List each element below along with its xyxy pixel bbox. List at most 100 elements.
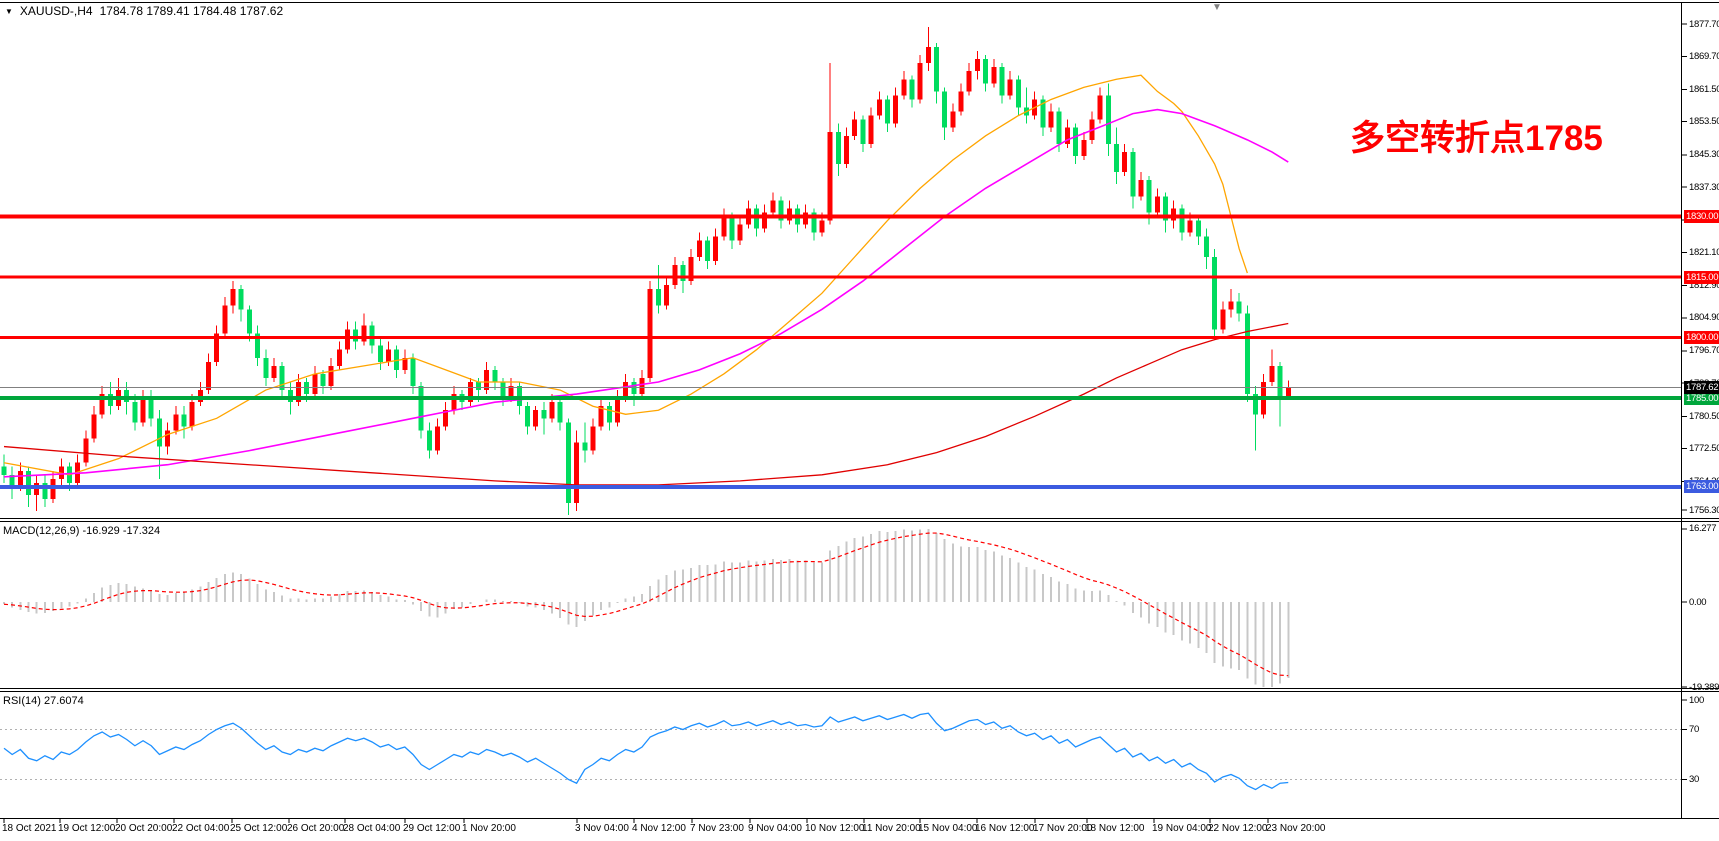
time-axis-label: 9 Nov 04:00 [748,823,802,834]
candle-body [590,426,596,451]
candle-body [909,79,915,100]
candle-body [1146,180,1152,213]
candle-body [394,349,400,370]
candle-body [173,414,179,431]
bid-price-badge: 1787.62 [1684,381,1719,395]
candle-body [34,482,40,496]
candle-body [835,131,841,165]
candle-body [410,357,416,387]
time-axis-label: 22 Nov 12:00 [1208,823,1268,834]
time-axis-label: 7 Nov 23:00 [690,823,744,834]
candle-body [508,386,514,399]
candle-body [811,212,817,233]
candle-body [549,402,555,419]
candle-body [664,285,670,306]
candle-body [1,466,7,475]
candle-body [320,373,326,387]
chart-shift-marker-icon[interactable]: ▼ [1212,2,1222,13]
candle-body [991,67,997,84]
candle-body [1195,220,1201,237]
macd-signal-line [3,532,1289,677]
candle-body [827,131,833,221]
time-axis-label: 20 Oct 20:00 [115,823,173,834]
price-tick-label: 1837.30 [1689,181,1719,193]
macd-indicator-label: MACD(12,26,9) -16.929 -17.324 [3,525,161,537]
candle-body [606,406,612,423]
candle-body [222,305,228,334]
candle-body [9,474,15,487]
candle-body [83,438,89,463]
candle-body [1122,151,1128,173]
candle-body [214,333,220,362]
chart-title: ▼ XAUUSD-,H4 1784.78 1789.41 1784.48 178… [5,4,283,18]
candle-body [762,212,768,229]
candle-body [1138,180,1144,197]
candle-body [1277,365,1283,399]
candle-body [1179,208,1185,233]
candle-body [917,63,923,100]
candle-body [435,426,441,451]
time-axis-label: 18 Nov 12:00 [1085,823,1145,834]
price-tick-label: 1861.50 [1689,83,1719,95]
candle-body [860,119,866,144]
price-level-badge: 1815.00 [1684,270,1719,284]
candle-body [803,212,809,225]
candle-body [884,99,890,124]
candle-body [754,208,760,229]
candle-body [492,369,498,382]
candle-body [1015,79,1021,108]
candle-body [1171,208,1177,221]
candle-body [974,59,980,72]
ma-fast-orange [3,74,1248,476]
time-axis-label: 22 Oct 04:00 [172,823,230,834]
candle-body [729,216,735,241]
macd-tick-label: 16.277 [1689,523,1717,535]
candle-body [107,394,113,407]
candle-body [934,47,940,92]
time-axis-label: 10 Nov 12:00 [805,823,865,834]
candle-body [148,398,154,419]
candle-body [1220,309,1226,330]
candle-body [1081,139,1087,156]
candle-body [770,200,776,213]
price-tick-label: 1804.90 [1689,312,1719,324]
ma-slow-red [3,322,1289,486]
candle-body [1203,236,1209,257]
candle-body [385,349,391,362]
time-axis-label: 28 Oct 04:00 [343,823,401,834]
price-level-badge: 1785.00 [1684,391,1719,405]
candle-body [1097,95,1103,120]
time-axis-label: 19 Oct 12:00 [58,823,116,834]
candle-body [942,91,948,128]
candle-body [1236,301,1242,314]
candle-body [42,482,48,500]
candle-body [295,381,301,403]
rsi-tick-label: 70 [1689,724,1699,735]
price-tick-label: 1756.30 [1689,504,1719,516]
price-level-badge: 1800.00 [1684,331,1719,345]
candle-body [704,240,710,261]
candle-body [623,381,629,399]
candle-body [639,377,645,395]
candle-body [132,402,138,423]
candle-body [1187,220,1193,233]
candle-body [958,91,964,112]
candle-body [852,119,858,136]
time-axis-label: 17 Nov 20:00 [1033,823,1093,834]
time-axis-label: 26 Oct 20:00 [287,823,345,834]
rsi-line [3,712,1289,791]
time-axis-label: 1 Nov 20:00 [462,823,516,834]
candle-body [1244,313,1250,395]
candle-body [230,289,236,306]
candle-body [287,390,293,403]
candle-body [525,406,531,427]
candle-body [475,381,481,391]
candle-body [1007,79,1013,96]
candle-body [1228,301,1234,310]
price-tick-label: 1821.10 [1689,246,1719,258]
candle-body [279,365,285,391]
candle-body [1048,111,1054,128]
candle-body [1253,394,1259,415]
rsi-indicator-label: RSI(14) 27.6074 [3,695,84,707]
